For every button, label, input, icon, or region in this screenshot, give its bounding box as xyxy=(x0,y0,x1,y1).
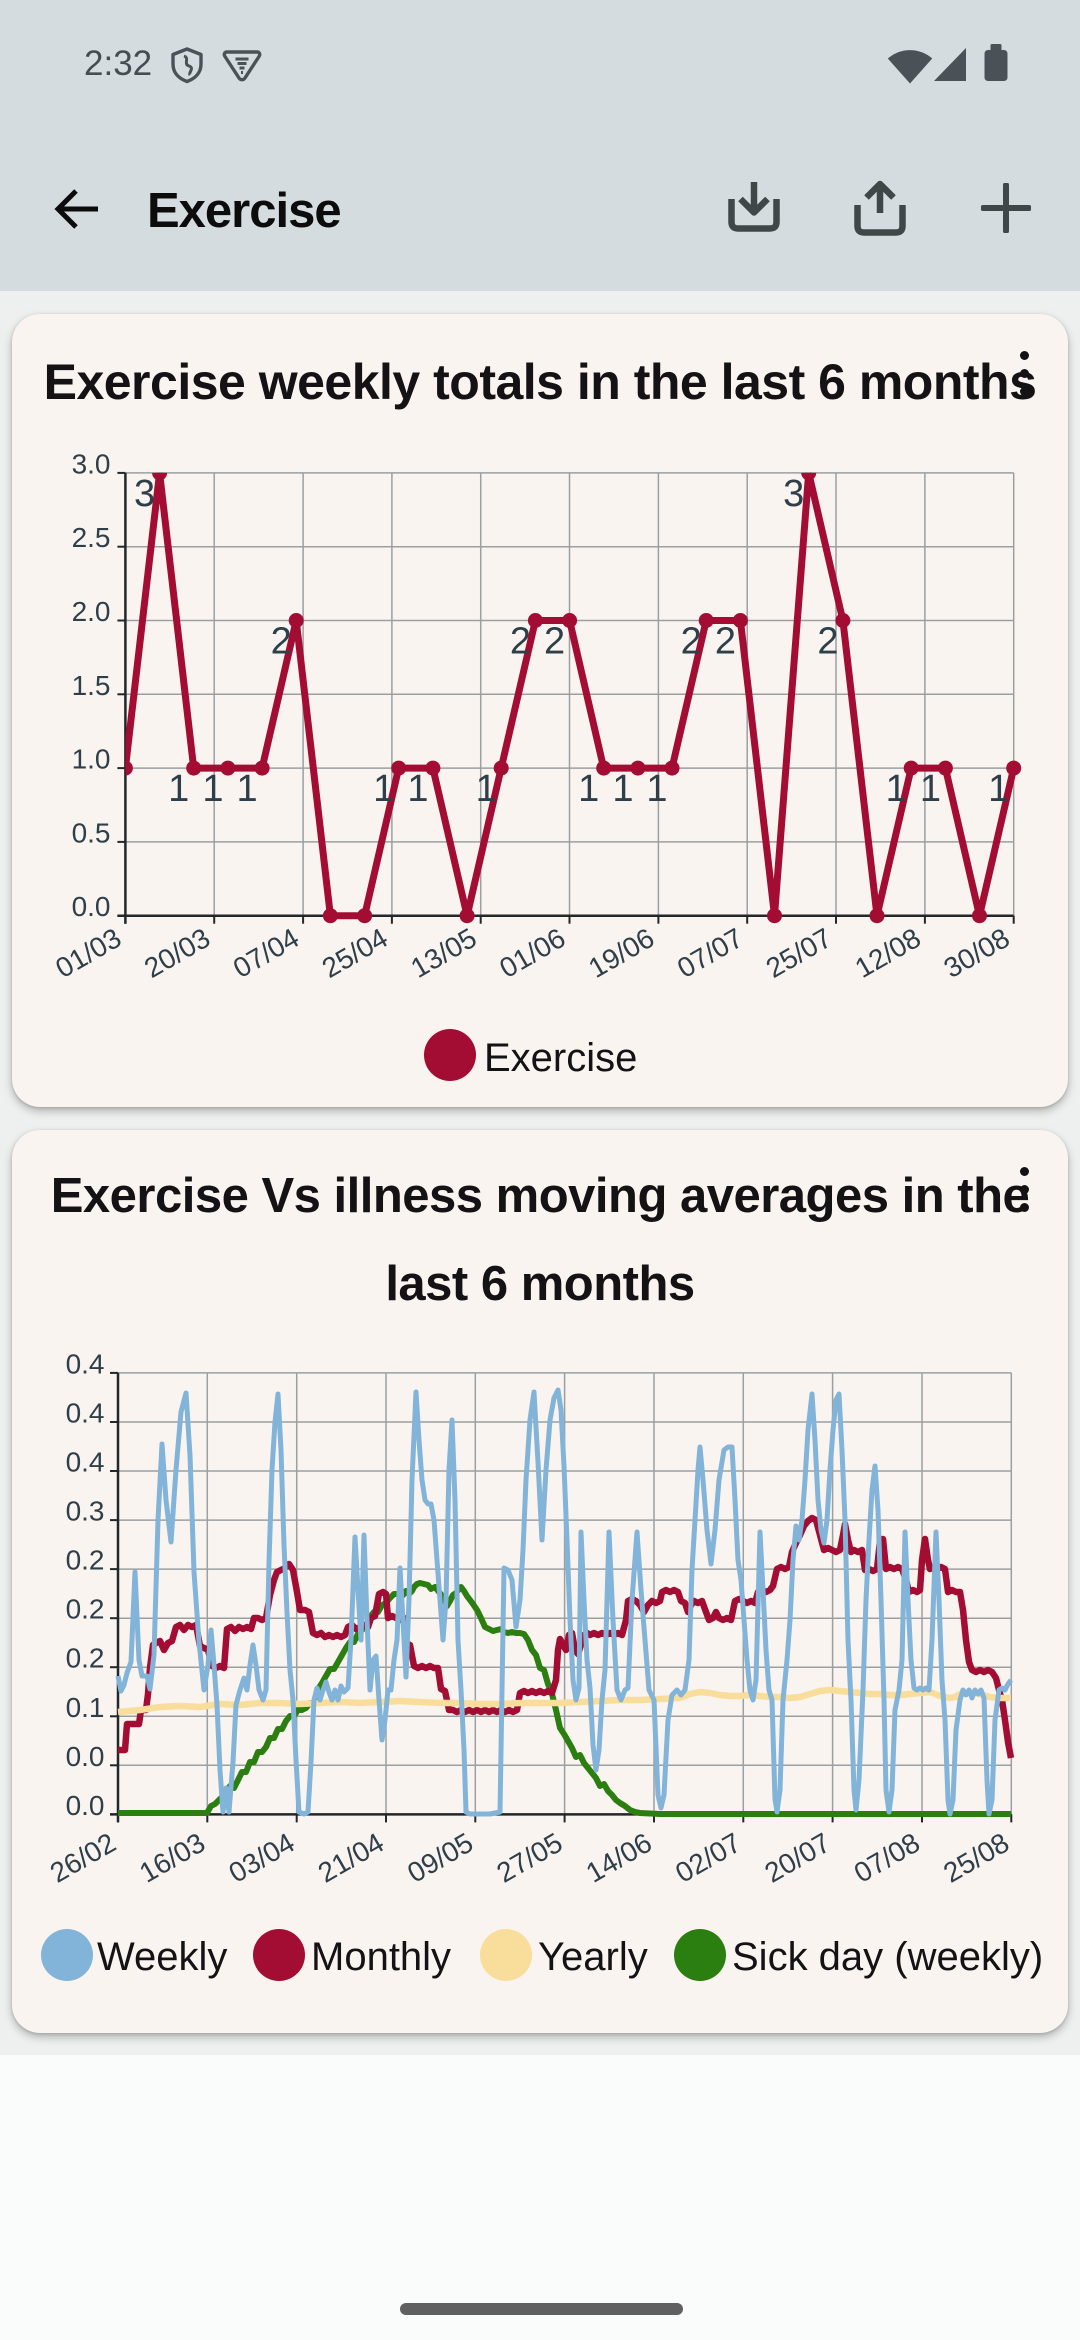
svg-text:20/03: 20/03 xyxy=(139,922,215,984)
svg-text:12/08: 12/08 xyxy=(850,922,926,984)
svg-text:1: 1 xyxy=(920,768,941,810)
svg-text:2: 2 xyxy=(510,621,531,663)
svg-text:16/03: 16/03 xyxy=(134,1827,210,1889)
svg-text:1: 1 xyxy=(578,768,599,810)
svg-text:0.0: 0.0 xyxy=(66,1741,105,1772)
svg-text:2: 2 xyxy=(544,621,565,663)
svg-text:1: 1 xyxy=(988,768,1009,810)
svg-text:09/05: 09/05 xyxy=(402,1827,478,1889)
svg-text:1.0: 1.0 xyxy=(72,744,111,775)
svg-text:19/06: 19/06 xyxy=(583,922,659,984)
svg-text:3.0: 3.0 xyxy=(72,448,111,479)
svg-text:0.2: 0.2 xyxy=(66,1594,105,1625)
svg-text:1: 1 xyxy=(168,768,189,810)
svg-text:27/05: 27/05 xyxy=(491,1827,567,1889)
svg-text:0.0: 0.0 xyxy=(72,891,111,922)
svg-text:07/04: 07/04 xyxy=(228,922,304,984)
svg-text:21/04: 21/04 xyxy=(313,1827,389,1889)
svg-text:0.1: 0.1 xyxy=(66,1692,105,1723)
svg-text:25/08: 25/08 xyxy=(938,1827,1014,1889)
svg-text:0.2: 0.2 xyxy=(66,1545,105,1576)
svg-text:2.0: 2.0 xyxy=(72,596,111,627)
svg-text:1: 1 xyxy=(373,768,394,810)
svg-text:2: 2 xyxy=(715,621,736,663)
svg-text:0.3: 0.3 xyxy=(66,1496,105,1527)
svg-text:0.0: 0.0 xyxy=(66,1790,105,1821)
svg-text:02/07: 02/07 xyxy=(670,1827,746,1889)
svg-text:30/08: 30/08 xyxy=(939,922,1015,984)
svg-text:1: 1 xyxy=(407,768,428,810)
svg-text:0.2: 0.2 xyxy=(66,1643,105,1674)
svg-text:01/06: 01/06 xyxy=(494,922,570,984)
svg-text:25/07: 25/07 xyxy=(761,922,837,984)
svg-text:26/02: 26/02 xyxy=(45,1827,121,1889)
svg-text:2: 2 xyxy=(681,621,702,663)
svg-text:3: 3 xyxy=(134,473,155,515)
svg-text:1.5: 1.5 xyxy=(72,670,111,701)
svg-text:1: 1 xyxy=(237,768,258,810)
svg-text:1: 1 xyxy=(202,768,223,810)
svg-text:14/06: 14/06 xyxy=(581,1827,657,1889)
svg-text:1: 1 xyxy=(646,768,667,810)
svg-text:1: 1 xyxy=(612,768,633,810)
svg-text:01/03: 01/03 xyxy=(50,922,126,984)
svg-text:13/05: 13/05 xyxy=(406,922,482,984)
svg-text:07/08: 07/08 xyxy=(849,1827,925,1889)
svg-text:20/07: 20/07 xyxy=(759,1827,835,1889)
svg-text:2.5: 2.5 xyxy=(72,522,111,553)
svg-text:0.4: 0.4 xyxy=(66,1348,105,1379)
svg-text:0.4: 0.4 xyxy=(66,1398,105,1429)
svg-text:1: 1 xyxy=(476,768,497,810)
svg-text:2: 2 xyxy=(271,621,292,663)
svg-text:1: 1 xyxy=(886,768,907,810)
svg-text:03/04: 03/04 xyxy=(224,1827,300,1889)
svg-text:3: 3 xyxy=(783,473,804,515)
svg-text:07/07: 07/07 xyxy=(672,922,748,984)
svg-text:2: 2 xyxy=(817,621,838,663)
svg-text:0.4: 0.4 xyxy=(66,1447,105,1478)
svg-text:0.5: 0.5 xyxy=(72,817,111,848)
svg-text:25/04: 25/04 xyxy=(317,922,393,984)
